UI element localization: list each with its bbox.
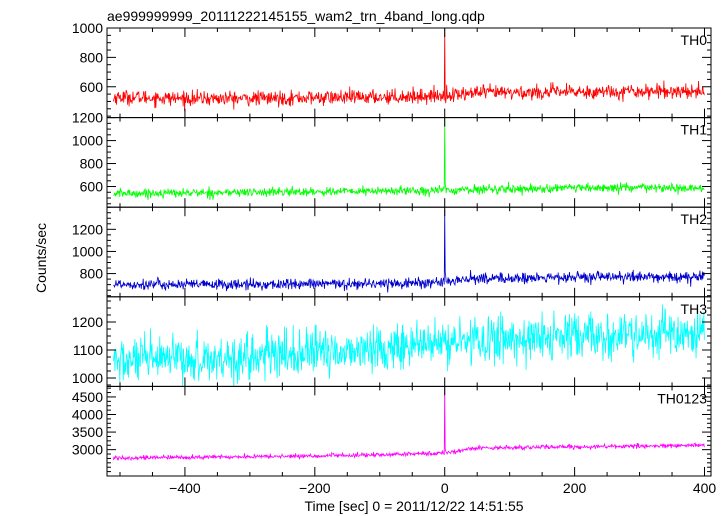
- panel-th1: 600 800 1000 1200 TH1: [72, 110, 712, 208]
- x-tick-label: −200: [299, 480, 331, 496]
- panel-frame: [106, 27, 712, 119]
- y-tick-label: 1000: [72, 370, 103, 386]
- y-tick-label: 4000: [72, 407, 103, 423]
- y-tick-label: 1200: [72, 110, 103, 126]
- x-tick-label: 200: [563, 480, 587, 496]
- y-tick-label: 1000: [72, 20, 103, 36]
- y-tick-label: 800: [80, 156, 104, 172]
- x-axis: −400 −200 0 200 400: [169, 480, 716, 496]
- panel-label-th1: TH1: [681, 122, 708, 138]
- y-tick-label: 4500: [72, 389, 103, 405]
- x-tick-label: 400: [693, 480, 717, 496]
- y-tick-label: 1000: [72, 243, 103, 259]
- panel-th3: 1000 1100 1200 TH3: [72, 296, 712, 387]
- panel-frame: [106, 385, 712, 477]
- series-line-th0123: [113, 386, 705, 462]
- y-tick-label: 1100: [73, 342, 103, 358]
- y-tick-label: 1000: [72, 133, 103, 149]
- chart-title: ae999999999_20111222145155_wam2_trn_4ban…: [107, 8, 485, 24]
- y-tick-label: 800: [80, 266, 104, 282]
- series-line-th2: [113, 209, 705, 293]
- x-tick-label: −400: [169, 480, 201, 496]
- panel-label-th0: TH0: [681, 32, 708, 48]
- series-line-th1: [113, 117, 705, 200]
- panel-label-th0123: TH0123: [657, 390, 707, 406]
- panel-frame: [106, 206, 712, 298]
- panel-label-th2: TH2: [681, 211, 708, 227]
- panel-stack: 600 800 1000 TH0 600 800 1000 1200 TH1 800 1000 120…: [72, 20, 712, 477]
- y-tick-label: 1200: [72, 221, 103, 237]
- panel-th0: 600 800 1000 TH0: [72, 20, 712, 119]
- y-tick-label: 3500: [72, 424, 103, 440]
- series-line-th0: [113, 28, 705, 112]
- panel-label-th3: TH3: [681, 301, 708, 317]
- x-tick-label: 0: [441, 480, 449, 496]
- y-tick-label: 600: [80, 79, 104, 95]
- y-tick-label: 600: [80, 179, 104, 195]
- y-axis-label: Counts/sec: [33, 223, 49, 293]
- panel-th2: 800 1000 1200 TH2: [72, 206, 712, 298]
- x-axis-label: Time [sec] 0 = 2011/12/22 14:51:55: [304, 498, 523, 514]
- y-tick-label: 800: [80, 49, 104, 65]
- y-tick-label: 1200: [72, 314, 103, 330]
- y-tick-label: 3000: [72, 442, 103, 458]
- series-line-th3: [113, 304, 705, 387]
